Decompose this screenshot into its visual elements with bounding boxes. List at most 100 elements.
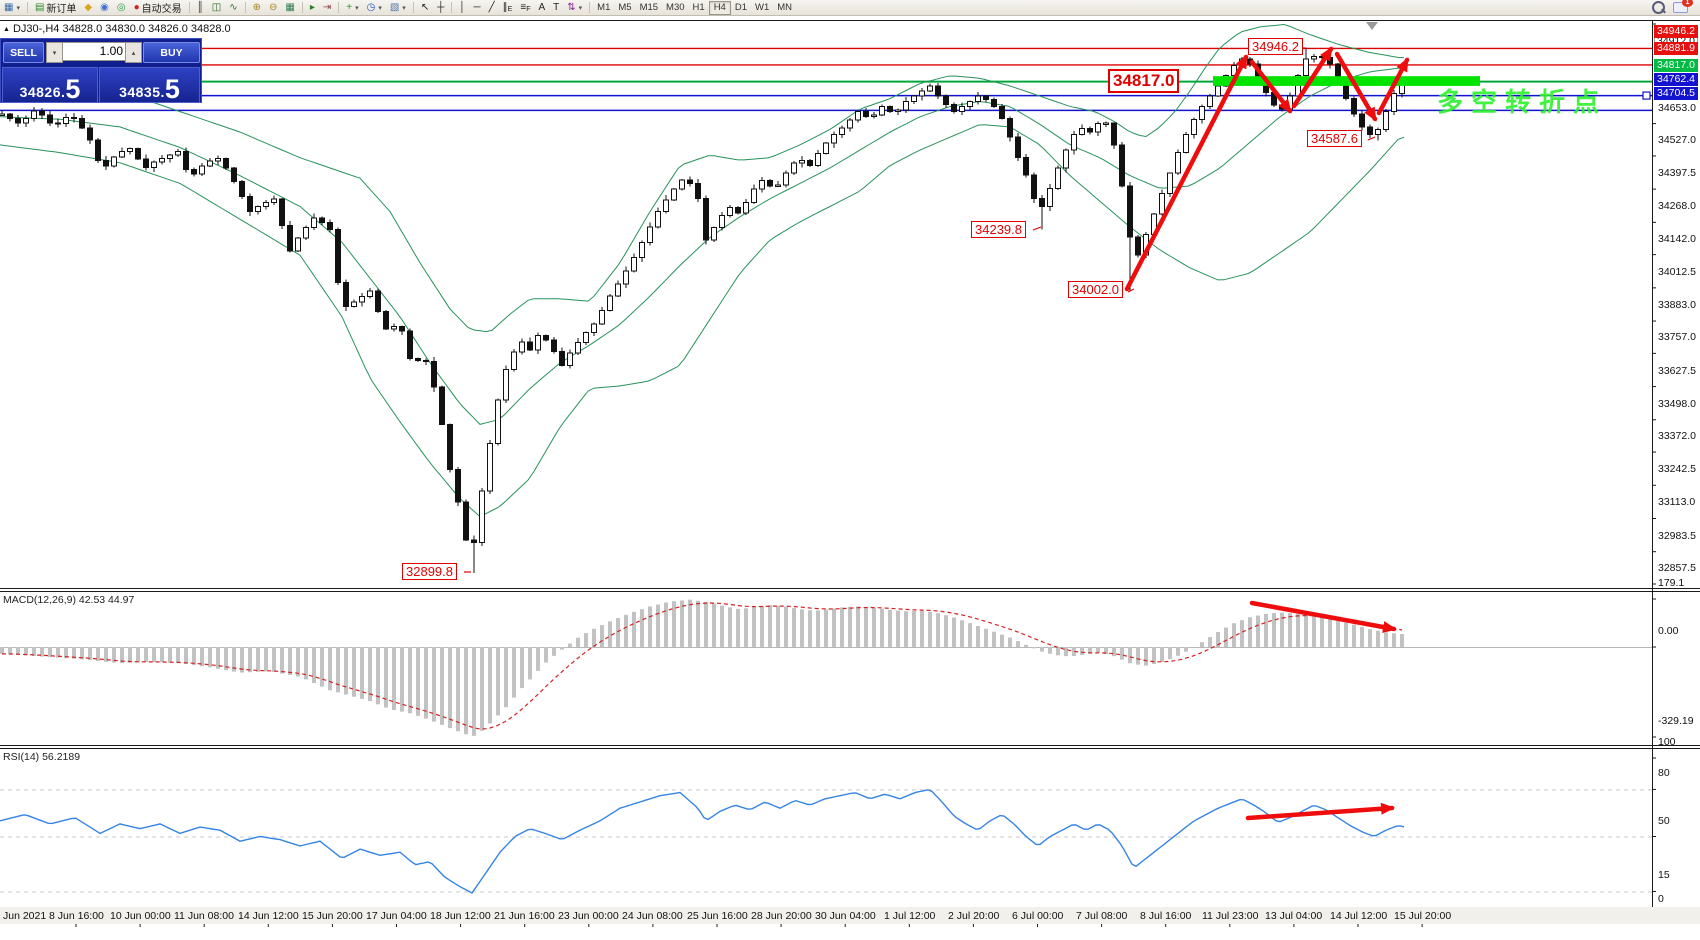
symbol-ohlc-text: DJ30-,H4 34828.0 34830.0 34826.0 34828.0 bbox=[12, 23, 231, 35]
price-axis-tick: 32983.5 bbox=[1658, 529, 1696, 542]
fibonacci-icon[interactable]: ≡ F bbox=[516, 0, 534, 15]
profiles-icon[interactable]: ◉ bbox=[96, 0, 113, 15]
text-label-icon[interactable]: T bbox=[549, 0, 563, 15]
periods-icon: ◷ bbox=[366, 2, 376, 13]
signals-icon: ◎ bbox=[116, 2, 126, 13]
vline-icon[interactable]: │ bbox=[455, 0, 469, 15]
price-annotation-box[interactable]: 34587.6 bbox=[1307, 130, 1362, 147]
macd-indicator-label: MACD(12,26,9) 42.53 44.97 bbox=[3, 594, 135, 606]
sell-price-pips: 5 bbox=[65, 74, 81, 104]
bull-bear-turning-point-watermark: 多空转折点 bbox=[1437, 87, 1608, 117]
new-order-icon: ▤ bbox=[34, 2, 45, 13]
line-chart-icon: ∿ bbox=[229, 2, 238, 13]
time-axis-tick-label: 14 Jun 12:00 bbox=[238, 910, 299, 922]
price-axis-tick: 33372.0 bbox=[1658, 430, 1696, 443]
templates-button[interactable]: ▧ ▾ bbox=[386, 0, 410, 15]
autoscroll-icon[interactable]: ▸ bbox=[306, 0, 319, 15]
indicators-icon: + bbox=[346, 2, 353, 13]
channel-icon[interactable]: ∥ E bbox=[499, 0, 517, 15]
time-axis-tick-label: 14 Jul 12:00 bbox=[1330, 910, 1388, 922]
indicators-button[interactable]: + ▾ bbox=[342, 0, 362, 15]
signals-icon[interactable]: ◎ bbox=[113, 0, 130, 15]
toolbar-separator bbox=[451, 2, 453, 13]
profiles-icon: ◉ bbox=[100, 2, 109, 13]
buy-button[interactable]: BUY bbox=[143, 42, 200, 63]
periods-button-dropdown-icon[interactable]: ▾ bbox=[378, 4, 382, 12]
toolbar-separator bbox=[301, 2, 303, 13]
autotrade-button[interactable]: ● 自动交易 bbox=[130, 0, 186, 15]
toolbar-separator bbox=[412, 2, 414, 13]
timeframe-button-m15[interactable]: M15 bbox=[639, 2, 659, 13]
price-axis[interactable]: 35041.534653.034527.034397.534268.034142… bbox=[1653, 0, 1700, 924]
time-axis-tick-label: 10 Jun 00:00 bbox=[110, 910, 171, 922]
sell-price-display[interactable]: 34826. 5 bbox=[2, 67, 98, 103]
timeframe-button-m1[interactable]: M1 bbox=[597, 2, 611, 13]
arrows-icon[interactable]: ⇅ ▾ bbox=[563, 0, 586, 15]
price-annotation-box[interactable]: 32899.8 bbox=[402, 563, 457, 580]
time-axis-tick-label: 18 Jun 12:00 bbox=[430, 910, 491, 922]
cursor-icon[interactable]: ↖ bbox=[417, 0, 433, 15]
buy-price-pips: 5 bbox=[164, 74, 180, 104]
price-annotation-box[interactable]: 34002.0 bbox=[1068, 281, 1123, 298]
price-line-label: 34704.5 bbox=[1654, 87, 1698, 101]
volume-input[interactable]: 1.00 bbox=[62, 42, 128, 61]
timeframe-button-d1[interactable]: D1 bbox=[734, 2, 747, 13]
timeframe-button-h1[interactable]: H1 bbox=[692, 2, 705, 13]
volume-increase-stepper[interactable]: ▴ bbox=[125, 42, 142, 63]
chart-shift-icon: ⇥ bbox=[322, 2, 332, 13]
timeframe-button-m5[interactable]: M5 bbox=[618, 2, 632, 13]
timeframe-button-mn[interactable]: MN bbox=[777, 2, 793, 13]
arrows-icon: ⇅ bbox=[567, 2, 576, 13]
fibonacci-icon: ≡ bbox=[520, 2, 527, 13]
chart-shift-icon[interactable]: ⇥ bbox=[319, 0, 335, 15]
chat-icon[interactable]: 1 bbox=[1673, 0, 1693, 13]
price-annotation-box[interactable]: 34239.8 bbox=[971, 221, 1026, 238]
search-icon[interactable] bbox=[1652, 1, 1665, 14]
market-watch-icon[interactable]: ◆ bbox=[80, 0, 96, 15]
templates-icon: ▧ bbox=[389, 2, 400, 13]
zoom-in-icon: ⊕ bbox=[252, 2, 261, 13]
collapse-trade-panel-icon[interactable]: ▲ bbox=[3, 26, 10, 33]
rsi-axis-tick: 50 bbox=[1658, 814, 1670, 827]
chart-window-icon-dropdown-icon[interactable]: ▾ bbox=[16, 4, 20, 12]
toolbar-separator bbox=[338, 2, 340, 13]
rsi-axis-tick: 15 bbox=[1658, 869, 1670, 882]
chart-window-icon[interactable]: ▦ ▾ bbox=[0, 0, 24, 15]
periods-button[interactable]: ◷ ▾ bbox=[363, 0, 386, 15]
text-icon[interactable]: A bbox=[534, 0, 549, 15]
candle-chart-icon[interactable]: ◫ bbox=[208, 0, 225, 15]
arrows-icon-dropdown-icon[interactable]: ▾ bbox=[578, 4, 583, 12]
autoscroll-icon: ▸ bbox=[309, 2, 315, 13]
indicators-button-dropdown-icon[interactable]: ▾ bbox=[355, 4, 359, 12]
rsi-indicator-label: RSI(14) 56.2189 bbox=[3, 751, 81, 763]
price-line-label: 34817.0 bbox=[1654, 58, 1698, 72]
market-watch-icon: ◆ bbox=[84, 2, 93, 13]
templates-button-dropdown-icon[interactable]: ▾ bbox=[402, 4, 406, 12]
crosshair-icon[interactable]: ┼ bbox=[433, 0, 448, 15]
price-axis-tick: 34142.0 bbox=[1658, 232, 1696, 245]
price-line-label: 34881.9 bbox=[1654, 41, 1698, 55]
chart-workspace[interactable]: ▲ DJ30-,H4 34828.0 34830.0 34826.0 34828.… bbox=[0, 16, 1700, 940]
price-annotation-box[interactable]: 34817.0 bbox=[1108, 69, 1180, 93]
volume-decrease-stepper[interactable]: ▾ bbox=[46, 42, 63, 63]
new-order-button[interactable]: ▤ 新订单 bbox=[31, 0, 80, 15]
toolbar-separator bbox=[26, 2, 28, 13]
bar-chart-icon[interactable]: ║ bbox=[193, 0, 208, 15]
sell-button[interactable]: SELL bbox=[3, 42, 44, 63]
trendline-icon[interactable]: ╱ bbox=[485, 0, 499, 15]
macd-axis-tick: -329.19 bbox=[1658, 715, 1694, 727]
line-chart-icon[interactable]: ∿ bbox=[225, 0, 241, 15]
price-annotation-box[interactable]: 34946.2 bbox=[1248, 38, 1303, 55]
hline-icon[interactable]: ─ bbox=[470, 0, 485, 15]
zoom-out-icon[interactable]: ⊖ bbox=[265, 0, 281, 15]
time-axis[interactable]: Jun 2021 8 Jun 16:00 10 Jun 00:00 11 Jun 08… bbox=[0, 907, 1700, 924]
buy-price-display[interactable]: 34835. 5 bbox=[99, 67, 200, 103]
zoom-in-icon[interactable]: ⊕ bbox=[249, 0, 265, 15]
timeframe-button-w1[interactable]: W1 bbox=[755, 2, 770, 13]
timeframe-button-h4[interactable]: H4 bbox=[708, 0, 731, 15]
tile-windows-icon[interactable]: ▦ bbox=[281, 0, 298, 15]
time-axis-tick-label: 7 Jul 08:00 bbox=[1076, 910, 1128, 922]
timeframe-button-m30[interactable]: M30 bbox=[666, 2, 685, 13]
